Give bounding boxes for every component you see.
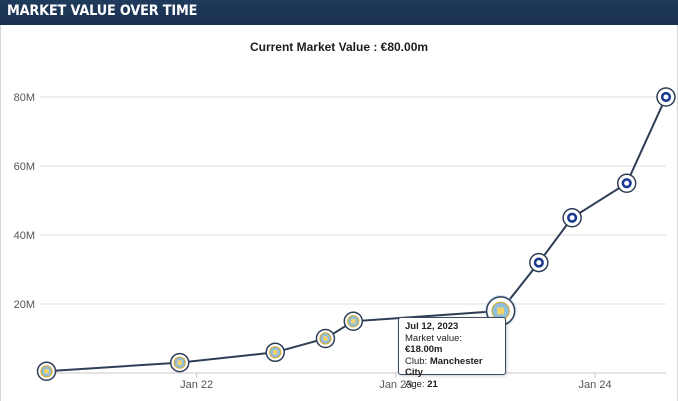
crest-ship xyxy=(323,336,328,341)
tooltip-club-label: Club: xyxy=(405,355,428,367)
crest-ship xyxy=(177,360,182,365)
crest-lion xyxy=(536,260,542,266)
tooltip-club: Manchester City xyxy=(405,355,483,379)
y-tick-label: 80M xyxy=(14,92,35,104)
x-tick-label: Jan 24 xyxy=(579,379,612,391)
y-tick-label: 40M xyxy=(14,230,35,242)
y-tick-label: 60M xyxy=(14,161,35,173)
tooltip-market-value: €18.00m xyxy=(405,344,443,355)
series-line xyxy=(46,96,667,373)
crest-lion xyxy=(569,215,575,221)
crest-ship xyxy=(351,319,356,324)
current-market-value: Current Market Value : €80.00m xyxy=(249,40,429,54)
tooltip-market-value-label: Market value: xyxy=(405,332,463,344)
section-title: MARKET VALUE OVER TIME xyxy=(7,3,198,19)
x-tick-label: Jan 23 xyxy=(379,379,412,391)
chart-tooltip: Jul 12, 2023 Market value: €18.00m Club:… xyxy=(398,317,506,390)
tooltip-market-value-row: Market value: €18.00m xyxy=(405,333,499,356)
tooltip-age-label: Age: xyxy=(405,378,425,390)
tooltip-age-row: Age: 21 xyxy=(405,379,499,391)
crest-ship xyxy=(272,350,278,355)
y-tick-label: 20M xyxy=(14,299,35,311)
section-header: MARKET VALUE OVER TIME xyxy=(0,0,678,25)
x-tick-label: Jan 22 xyxy=(180,379,213,391)
crest-ship xyxy=(44,369,49,374)
crest-ship xyxy=(497,307,505,315)
tooltip-date: Jul 12, 2023 xyxy=(405,321,459,332)
tooltip-club-row: Club: Manchester City xyxy=(405,356,499,379)
crest-lion xyxy=(624,180,630,186)
tooltip-age: 21 xyxy=(427,378,438,390)
crest-lion xyxy=(663,94,669,100)
